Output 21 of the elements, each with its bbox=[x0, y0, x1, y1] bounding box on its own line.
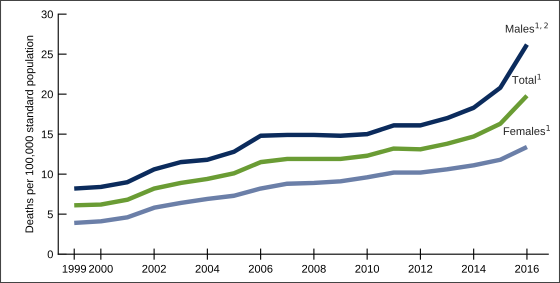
y-axis-title: Deaths per 100,000 standard population bbox=[25, 36, 36, 232]
x-tick-label: 1999 bbox=[62, 264, 86, 273]
y-tick-label: 10 bbox=[42, 170, 53, 178]
y-tick-label: 20 bbox=[42, 90, 53, 98]
x-tick-label: 2006 bbox=[248, 264, 273, 273]
x-tick-label: 2008 bbox=[302, 264, 326, 273]
y-tick-label: 30 bbox=[41, 10, 53, 18]
y-tick-label: 0 bbox=[48, 250, 53, 258]
x-tick-label: 2012 bbox=[408, 264, 432, 273]
series-label: Total$^{1}$ bbox=[512, 74, 541, 84]
x-tick-label: 2000 bbox=[89, 264, 113, 273]
x-tick-label: 2014 bbox=[462, 264, 486, 273]
x-tick-label: 2010 bbox=[355, 264, 380, 273]
x-tick-label: 2004 bbox=[196, 264, 220, 273]
x-tick-label: 2016 bbox=[515, 264, 539, 273]
y-tick-label: 5 bbox=[48, 210, 53, 218]
y-tick-label: 15 bbox=[42, 130, 53, 138]
series-label: Females$^{1}$ bbox=[504, 125, 550, 136]
x-tick-label: 2002 bbox=[142, 264, 166, 273]
y-tick-label: 25 bbox=[42, 50, 53, 58]
series-label: Males$^{1,2}$ bbox=[506, 22, 548, 33]
